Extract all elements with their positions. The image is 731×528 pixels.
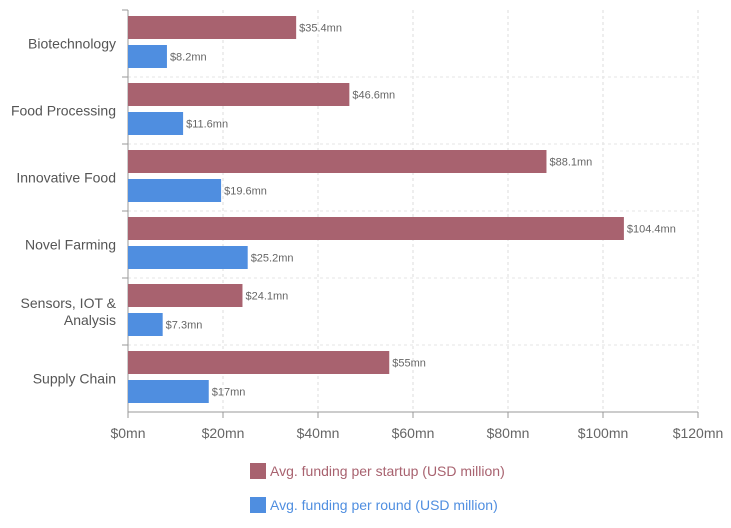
data-label: $19.6mn — [224, 186, 267, 198]
data-label: $7.3mn — [166, 320, 203, 332]
x-tick-label: $100mn — [578, 425, 629, 441]
category-label: Analysis — [64, 312, 116, 328]
legend-item-round[interactable]: Avg. funding per round (USD million) — [250, 494, 505, 516]
legend-swatch-round — [250, 497, 266, 513]
x-tick-label: $80mn — [487, 425, 530, 441]
category-label: Biotechnology — [28, 36, 116, 52]
data-label: $104.4mn — [627, 224, 676, 236]
data-label: $55mn — [392, 358, 426, 370]
x-tick-label: $0mn — [110, 425, 145, 441]
data-label: $17mn — [212, 387, 246, 399]
category-label: Innovative Food — [16, 170, 116, 186]
x-tick-label: $120mn — [673, 425, 724, 441]
legend-label-round: Avg. funding per round (USD million) — [270, 497, 498, 513]
category-label: Food Processing — [11, 103, 116, 119]
legend-label-startup: Avg. funding per startup (USD million) — [270, 463, 505, 479]
data-label: $25.2mn — [251, 253, 294, 265]
data-label: $11.6mn — [186, 119, 228, 131]
legend: Avg. funding per startup (USD million) A… — [250, 460, 505, 528]
data-label: $35.4mn — [299, 23, 342, 35]
bar[interactable] — [128, 112, 184, 135]
bar[interactable] — [128, 179, 222, 202]
bar[interactable] — [128, 150, 547, 173]
x-tick-label: $60mn — [392, 425, 435, 441]
bar[interactable] — [128, 246, 248, 269]
bar[interactable] — [128, 351, 390, 374]
x-tick-label: $20mn — [202, 425, 245, 441]
bar[interactable] — [128, 380, 209, 403]
data-label: $46.6mn — [352, 90, 395, 102]
data-label: $8.2mn — [170, 52, 207, 64]
bar[interactable] — [128, 16, 297, 39]
bar[interactable] — [128, 284, 243, 307]
category-label: Novel Farming — [25, 237, 116, 253]
bar[interactable] — [128, 83, 350, 106]
data-label: $88.1mn — [549, 157, 592, 169]
legend-item-startup[interactable]: Avg. funding per startup (USD million) — [250, 460, 505, 482]
data-label: $24.1mn — [245, 291, 288, 303]
category-label: Sensors, IOT & — [21, 295, 117, 311]
bar[interactable] — [128, 313, 163, 336]
bar[interactable] — [128, 217, 624, 240]
legend-swatch-startup — [250, 463, 266, 479]
bar[interactable] — [128, 45, 167, 68]
category-label: Supply Chain — [33, 371, 116, 387]
bar-chart: $0mn $20mn $40mn $60mn $80mn $100mn $120mn $35.… — [11, 9, 724, 441]
x-tick-label: $40mn — [297, 425, 340, 441]
